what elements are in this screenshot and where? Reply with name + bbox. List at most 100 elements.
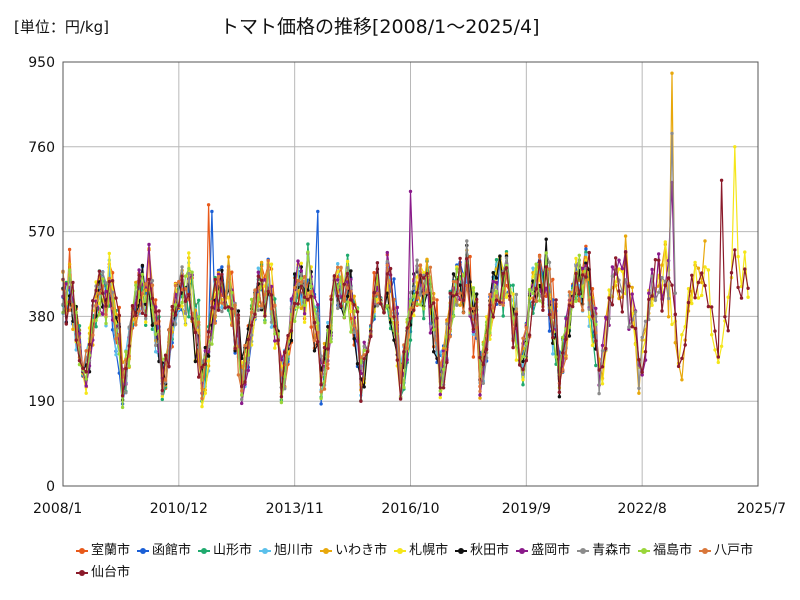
data-point	[345, 253, 350, 257]
data-point	[322, 387, 327, 391]
data-point	[124, 350, 128, 354]
data-point	[451, 294, 456, 298]
legend-swatch	[455, 546, 468, 556]
data-point	[657, 290, 661, 294]
data-point	[554, 298, 558, 302]
data-point	[438, 389, 442, 393]
data-point	[187, 271, 191, 276]
data-point	[422, 291, 426, 296]
data-point	[183, 323, 188, 327]
data-point	[643, 319, 648, 323]
data-point	[170, 304, 174, 309]
unit-label: [単位：円/kg]	[14, 18, 109, 36]
data-point	[140, 272, 145, 277]
data-point	[723, 315, 727, 319]
data-point	[395, 320, 399, 324]
legend-label: 盛岡市	[531, 543, 571, 558]
data-point	[471, 332, 476, 336]
data-point	[633, 310, 638, 314]
data-point	[107, 251, 112, 256]
legend-item: 秋田市	[455, 540, 509, 562]
data-point	[703, 239, 707, 243]
data-point	[104, 304, 108, 308]
data-point	[398, 397, 403, 401]
data-point	[173, 283, 178, 288]
data-point	[743, 267, 747, 271]
data-point	[584, 247, 588, 251]
data-point	[491, 306, 495, 310]
data-point	[640, 335, 644, 340]
data-point	[488, 292, 492, 297]
data-point	[154, 310, 158, 314]
data-point	[246, 337, 250, 342]
data-point	[349, 309, 353, 314]
data-point	[610, 303, 615, 307]
data-point	[147, 242, 151, 247]
data-point	[187, 315, 191, 319]
data-point	[491, 271, 495, 275]
data-point	[154, 321, 158, 325]
data-point	[183, 287, 188, 291]
data-point	[465, 239, 469, 243]
data-point	[137, 268, 141, 272]
data-point	[531, 266, 535, 270]
data-point	[405, 326, 409, 330]
data-point	[422, 316, 426, 321]
data-point	[206, 354, 211, 358]
data-point	[74, 310, 78, 315]
data-point	[504, 295, 509, 299]
data-point	[458, 291, 462, 295]
data-point	[114, 353, 118, 357]
data-point	[441, 367, 446, 372]
data-point	[690, 301, 694, 306]
data-point	[445, 360, 449, 365]
data-point	[475, 297, 479, 302]
data-point	[120, 405, 125, 410]
data-point	[385, 259, 389, 264]
data-point	[537, 259, 542, 264]
x-tick-label: 2025/7	[737, 501, 786, 517]
data-point	[144, 282, 148, 286]
data-point	[296, 305, 300, 309]
data-point	[471, 286, 476, 290]
data-point	[220, 268, 224, 273]
data-point	[154, 332, 158, 336]
data-point	[110, 271, 115, 275]
data-point	[494, 280, 499, 285]
data-point	[84, 370, 88, 374]
data-point	[587, 315, 591, 319]
data-point	[312, 349, 317, 353]
data-point	[200, 404, 204, 409]
data-point	[173, 313, 178, 317]
data-point	[468, 254, 472, 259]
data-point	[703, 265, 707, 269]
data-point	[359, 399, 363, 403]
data-point	[190, 270, 194, 274]
legend: 室蘭市 函館市 山形市 旭川市 いわき市 札幌市 秋田市 盛岡市 青森市 福島市 八戸市仙台市	[76, 540, 776, 584]
data-point	[428, 331, 433, 335]
data-point	[544, 251, 548, 255]
data-point	[415, 275, 419, 279]
data-point	[362, 357, 366, 361]
data-point	[408, 338, 413, 342]
data-point	[557, 395, 562, 399]
data-point	[554, 355, 558, 359]
legend-label: 函館市	[152, 543, 192, 558]
data-point	[650, 274, 654, 278]
data-point	[226, 305, 231, 309]
data-point	[309, 284, 313, 289]
data-point	[101, 291, 105, 295]
data-point	[220, 272, 224, 277]
data-point	[653, 258, 658, 262]
data-point	[488, 331, 492, 335]
legend-label: 八戸市	[714, 543, 754, 558]
data-point	[97, 269, 102, 273]
data-point	[600, 343, 605, 348]
data-point	[197, 298, 201, 302]
data-point	[577, 297, 581, 301]
data-point	[77, 331, 82, 336]
data-point	[617, 267, 621, 271]
data-point	[355, 310, 360, 314]
data-point	[693, 260, 697, 265]
data-point	[494, 289, 499, 294]
